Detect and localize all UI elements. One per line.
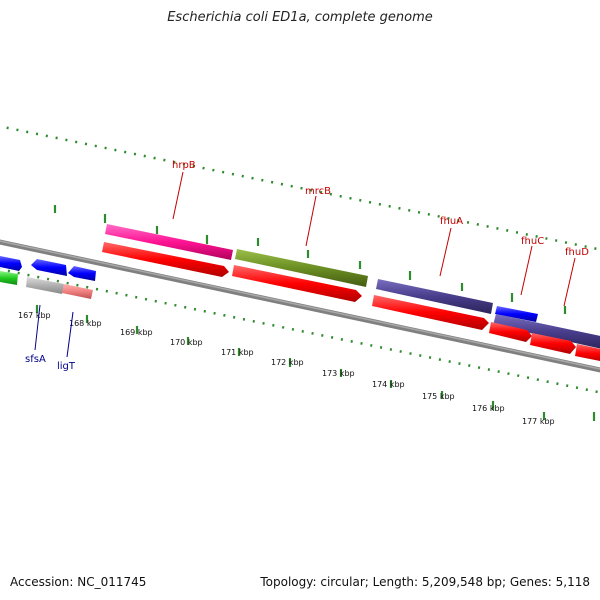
gene-label-mrcB[interactable]: mrcB <box>305 186 331 197</box>
genome-backbone <box>0 239 600 373</box>
left-features <box>0 256 96 299</box>
genome-title: Escherichia coli ED1a, complete genome <box>167 10 433 25</box>
ruler-label: 175 kbp <box>422 392 455 401</box>
feature-track <box>105 224 600 350</box>
feature-blue-arrow[interactable] <box>68 266 96 281</box>
ruler-label: 176 kbp <box>472 404 505 413</box>
gene-label-ligT[interactable]: ligT <box>57 361 76 372</box>
ruler-label: 170 kbp <box>170 338 203 347</box>
outer-ruler-dots <box>0 122 600 274</box>
gene-label-lines-top <box>172 171 576 307</box>
accession-text: Accession: NC_011745 <box>10 575 147 589</box>
gene-label-hrpB[interactable]: hrpB <box>172 160 196 171</box>
inner-major-ticks <box>35 305 596 421</box>
cds-arrow[interactable] <box>232 265 362 302</box>
inner-ruler-dots <box>0 259 600 411</box>
outer-major-ticks <box>53 205 567 314</box>
gene-label-fhuC[interactable]: fhuC <box>521 236 544 247</box>
feature-fhuA[interactable] <box>376 279 493 314</box>
feature-hrpB[interactable] <box>105 224 233 260</box>
ruler-label: 169 kbp <box>120 328 153 337</box>
ruler-label: 174 kbp <box>372 380 405 389</box>
gene-label-sfsA[interactable]: sfsA <box>25 354 46 365</box>
feature-blue-left[interactable] <box>0 256 22 271</box>
ruler-label: 177 kbp <box>522 417 555 426</box>
ruler-label: 168 kbp <box>69 319 102 328</box>
feature-fhuC[interactable] <box>495 306 538 322</box>
feature-mrcB[interactable] <box>235 249 368 287</box>
cds-track <box>102 242 600 363</box>
genome-summary-text: Topology: circular; Length: 5,209,548 bp… <box>260 575 590 589</box>
ruler-label: 173 kbp <box>322 369 355 378</box>
feature-fhuD[interactable] <box>493 314 600 350</box>
cds-arrow[interactable] <box>372 295 489 330</box>
gene-label-lines-bottom <box>34 304 74 358</box>
feature-blue-arrow[interactable] <box>31 259 67 276</box>
ruler-labels: 167 kbp 168 kbp 169 kbp 170 kbp 171 kbp … <box>18 311 555 426</box>
cds-arrow[interactable] <box>489 322 532 342</box>
cds-arrow[interactable] <box>575 344 600 363</box>
feature-sfsA[interactable] <box>26 277 64 294</box>
ruler-label: 171 kbp <box>221 348 254 357</box>
cds-arrow[interactable] <box>102 242 229 277</box>
gene-label-fhuA[interactable]: fhuA <box>440 216 463 227</box>
gene-label-fhuD[interactable]: fhuD <box>565 247 589 258</box>
ruler-label: 172 kbp <box>271 358 304 367</box>
cds-arrow[interactable] <box>530 333 576 354</box>
ruler-label: 167 kbp <box>18 311 51 320</box>
feature-ligT[interactable] <box>62 284 93 299</box>
feature-green[interactable] <box>0 271 18 285</box>
